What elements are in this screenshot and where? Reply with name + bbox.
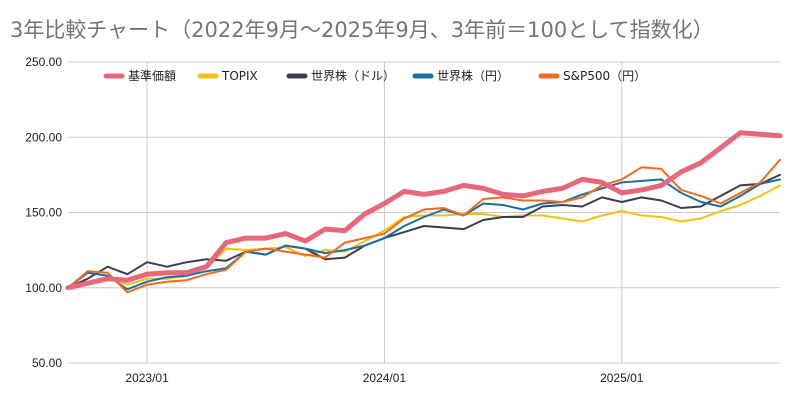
x-tick-label: 2024/01 <box>363 371 407 385</box>
legend-label: S&P500（円） <box>563 69 646 83</box>
legend-label: 世界株（ドル） <box>311 68 395 83</box>
x-tick-label: 2025/01 <box>600 371 644 385</box>
y-tick-label: 150.00 <box>25 206 62 220</box>
legend-label: TOPIX <box>221 69 258 83</box>
series-line-3 <box>67 178 781 291</box>
y-tick-label: 50.00 <box>32 356 62 370</box>
legend-label: 基準価額 <box>128 68 176 83</box>
y-tick-label: 250.00 <box>25 55 62 69</box>
series-line-2 <box>67 173 781 289</box>
series-line-4 <box>67 158 781 294</box>
chart-title: 3年比較チャート（2022年9月〜2025年9月、3年前＝100として指数化） <box>10 18 714 42</box>
series-line-0 <box>65 130 783 291</box>
y-tick-label: 100.00 <box>25 281 62 295</box>
legend-label: 世界株（円） <box>437 68 509 83</box>
x-tick-label: 2023/01 <box>125 371 169 385</box>
y-tick-label: 200.00 <box>25 130 62 144</box>
